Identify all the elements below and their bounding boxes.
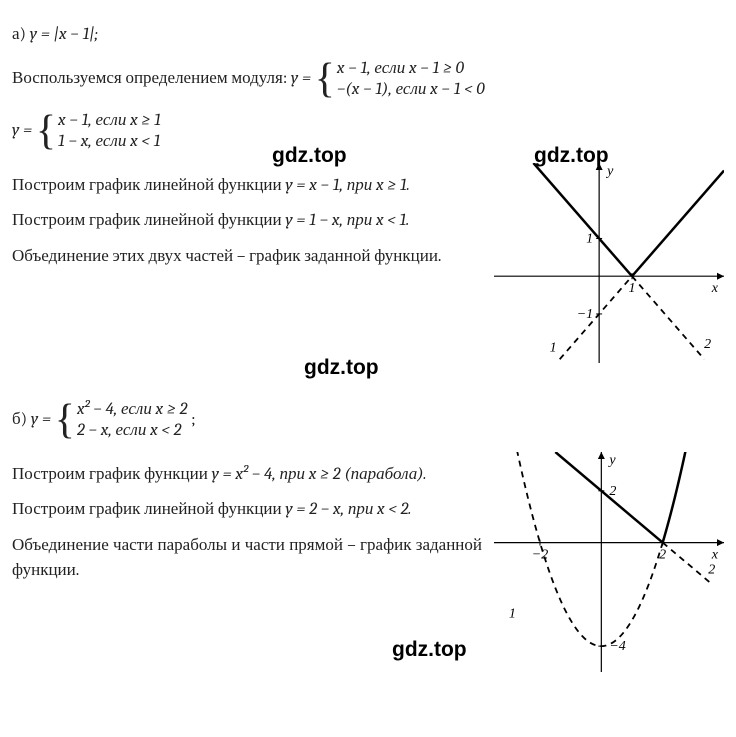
svg-text:x: x xyxy=(711,547,719,562)
part-a-p3: Объединение этих двух частей – график за… xyxy=(12,244,482,270)
simp-lhs: y = xyxy=(12,121,32,140)
graph-a: x y 1 −1 1 1 2 xyxy=(494,163,724,363)
svg-text:2: 2 xyxy=(659,547,666,562)
svg-text:2: 2 xyxy=(708,562,715,577)
funcB-tail: ; xyxy=(191,410,196,429)
def-line1: x − 1, если x − 1 ≥ 0 xyxy=(337,58,485,79)
bp1b: y = x² − 4, при x ≥ 2 (парабола). xyxy=(212,465,427,484)
part-b-label: б) xyxy=(12,410,27,429)
svg-text:−4: −4 xyxy=(609,639,625,654)
bp2a: Построим график линейной функции xyxy=(12,500,285,519)
svg-text:1: 1 xyxy=(629,281,636,296)
svg-text:1: 1 xyxy=(550,340,557,355)
brace-icon: { xyxy=(36,112,56,150)
simp-line2: 1 − x, если x < 1 xyxy=(58,131,161,152)
graph-b: x y 2 −2 2 −4 1 2 xyxy=(494,452,724,672)
p2a: Построим график линейной функции xyxy=(12,211,285,230)
part-a-func: y = |x − 1|; xyxy=(30,25,98,44)
def-lhs: y = xyxy=(291,69,311,88)
part-a-definition: Воспользуемся определением модуля: y = {… xyxy=(12,58,724,101)
part-b-p3: Объединение части параболы и части прямо… xyxy=(12,533,482,584)
svg-text:−2: −2 xyxy=(532,547,548,562)
svg-text:1: 1 xyxy=(509,606,516,621)
part-b-p1: Построим график функции y = x² − 4, при … xyxy=(12,462,482,488)
p2b: y = 1 − x, при x < 1. xyxy=(285,211,409,230)
svg-text:2: 2 xyxy=(609,483,616,498)
p1b: y = x − 1, при x ≥ 1. xyxy=(285,176,409,195)
svg-text:1: 1 xyxy=(586,231,593,246)
part-a-p1: Построим график линейной функции y = x −… xyxy=(12,173,482,199)
funcB-line2: 2 − x, если x < 2 xyxy=(77,420,187,441)
part-b-heading: б) y = { x² − 4, если x ≥ 2 2 − x, если … xyxy=(12,399,724,442)
part-a-intro: Воспользуемся определением модуля: xyxy=(12,69,291,88)
part-a-heading: а) y = |x − 1|; xyxy=(12,22,724,48)
funcB-lhs: y = xyxy=(31,410,51,429)
brace-icon: { xyxy=(315,60,335,98)
bp2b: y = 2 − x, при x < 2. xyxy=(285,500,411,519)
svg-text:x: x xyxy=(711,281,719,296)
part-b-p2: Построим график линейной функции y = 2 −… xyxy=(12,497,482,523)
bp1a: Построим график функции xyxy=(12,465,212,484)
part-a-simplified: y = { x − 1, если x ≥ 1 1 − x, если x < … xyxy=(12,110,724,153)
part-a-label: а) xyxy=(12,25,26,44)
svg-text:−1: −1 xyxy=(577,306,593,321)
part-a-p2: Построим график линейной функции y = 1 −… xyxy=(12,208,482,234)
svg-text:y: y xyxy=(607,453,616,468)
p1a: Построим график линейной функции xyxy=(12,176,285,195)
svg-text:y: y xyxy=(605,164,614,179)
simp-line1: x − 1, если x ≥ 1 xyxy=(58,110,161,131)
brace-icon: { xyxy=(55,401,75,439)
svg-text:2: 2 xyxy=(704,336,711,351)
funcB-line1: x² − 4, если x ≥ 2 xyxy=(77,399,187,420)
def-line2: −(x − 1), если x − 1 < 0 xyxy=(337,79,485,100)
